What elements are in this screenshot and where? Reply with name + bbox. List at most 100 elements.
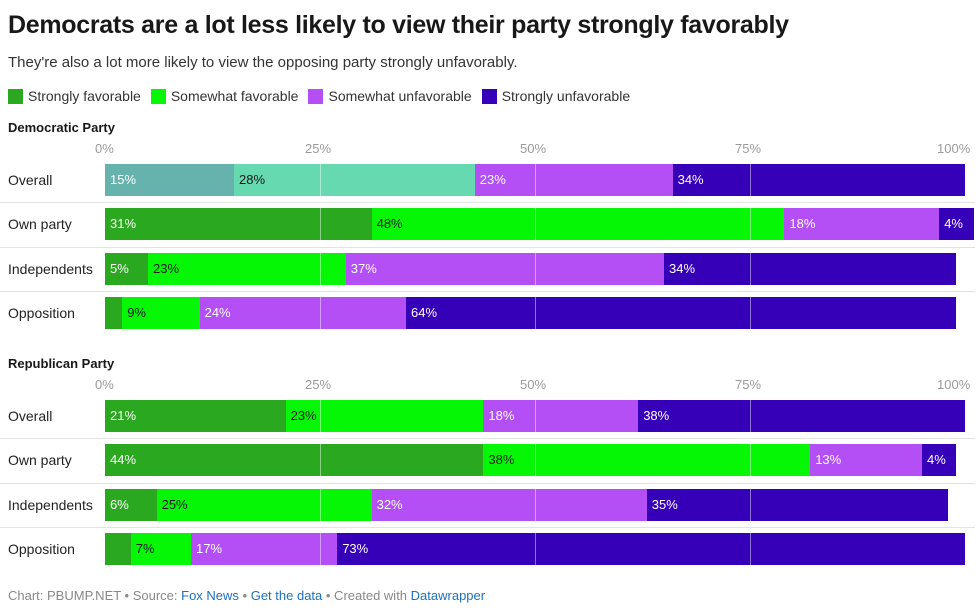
- bar-segment-somewhat-favorable: [156, 488, 372, 521]
- democratic-party-panel-title: Democratic Party: [8, 120, 115, 135]
- footer-created-with: • Created with: [322, 588, 411, 603]
- legend-label-strongly-favorable: Strongly favorable: [28, 88, 141, 104]
- bar-segment-somewhat-favorable: [130, 532, 191, 565]
- bar-segment-somewhat-unfavorable: [345, 252, 664, 285]
- democratic-party-bar-independents: 5% 23% 37% 34%: [105, 252, 975, 285]
- legend-swatch-strongly-favorable: [8, 88, 23, 104]
- gridline: [320, 400, 321, 432]
- gridline: [320, 296, 321, 329]
- democratic-party-tick-label: 25%: [305, 141, 332, 156]
- legend-item-strongly-favorable: Strongly favorable: [8, 88, 141, 104]
- legend-swatch-somewhat-unfavorable: [308, 88, 324, 104]
- bar-segment-strongly-favorable: [105, 488, 157, 521]
- gridline: [750, 444, 751, 477]
- gridline: [535, 164, 536, 196]
- legend: Strongly favorable Somewhat favorable So…: [8, 88, 640, 104]
- bar-segment-strongly-favorable: [105, 296, 123, 329]
- gridline: [750, 532, 751, 565]
- bar-segment-strongly-favorable: [105, 252, 148, 285]
- bar-segment-somewhat-unfavorable: [371, 488, 647, 521]
- chart-subtitle: They're also a lot more likely to view t…: [8, 54, 518, 71]
- republican-party-bar-own-party: 44% 38% 13% 4%: [105, 444, 975, 477]
- footer-credit: Chart: PBUMP.NET • Source:: [8, 588, 182, 603]
- gridline: [750, 296, 751, 329]
- gridline: [750, 488, 751, 521]
- democratic-party-bar-own-party: 31% 48% 18% 4%: [105, 208, 975, 241]
- legend-item-somewhat-unfavorable: Somewhat unfavorable: [308, 88, 472, 104]
- democratic-party-tick-label: 75%: [735, 141, 762, 156]
- chart-footer: Chart: PBUMP.NET • Source: Fox News • Ge…: [8, 588, 485, 603]
- bar-segment-strongly-favorable: [105, 208, 372, 241]
- bar-segment-somewhat-favorable: [234, 164, 475, 196]
- republican-party-bar-opposition: 7% 17% 73%: [105, 532, 975, 565]
- republican-party-row-label-overall: Overall: [8, 408, 53, 424]
- republican-party-bar-independents: 6% 25% 32% 35%: [105, 488, 975, 521]
- legend-swatch-somewhat-favorable: [150, 88, 166, 104]
- bar-segment-strongly-unfavorable: [939, 208, 974, 241]
- legend-item-strongly-unfavorable: Strongly unfavorable: [481, 88, 631, 104]
- bar-segment-strongly-favorable: [105, 532, 131, 565]
- gridline: [320, 532, 321, 565]
- bar-segment-somewhat-unfavorable: [784, 208, 940, 241]
- row-separator: [0, 290, 975, 292]
- bar-segment-somewhat-unfavorable: [483, 400, 639, 432]
- bar-segment-somewhat-unfavorable: [191, 532, 338, 565]
- bar-segment-somewhat-favorable: [122, 296, 200, 329]
- democratic-party-row-label-opposition: Opposition: [8, 304, 75, 321]
- democratic-party-tick-label: 0%: [95, 141, 114, 156]
- footer-separator: •: [238, 588, 251, 603]
- gridline: [320, 164, 321, 196]
- republican-party-bar-overall: 21% 23% 18% 38%: [105, 400, 975, 432]
- democratic-party-tick-label: 100%: [937, 141, 971, 156]
- row-separator: [0, 526, 975, 528]
- gridline: [535, 488, 536, 521]
- democratic-party-bar-opposition: 9% 24% 64%: [105, 296, 975, 329]
- get-the-data-link[interactable]: Get the data: [250, 588, 323, 603]
- bar-segment-strongly-unfavorable: [646, 488, 948, 521]
- gridline: [320, 444, 321, 477]
- legend-label-strongly-unfavorable: Strongly unfavorable: [501, 88, 631, 104]
- bar-segment-somewhat-favorable: [371, 208, 785, 241]
- gridline: [320, 208, 321, 241]
- democratic-party-bar-overall: 15% 28% 23% 34%: [105, 164, 975, 196]
- gridline: [750, 400, 751, 432]
- gridline: [750, 252, 751, 285]
- gridline: [535, 208, 536, 241]
- bar-segment-strongly-unfavorable: [406, 296, 957, 329]
- republican-party-tick-label: 75%: [735, 377, 762, 392]
- bar-segment-strongly-unfavorable: [664, 252, 957, 285]
- source-link[interactable]: Fox News: [181, 588, 239, 603]
- row-separator: [0, 202, 975, 204]
- bar-segment-somewhat-unfavorable: [474, 164, 673, 196]
- row-separator: [0, 482, 975, 484]
- republican-party-row-label-independents: Independents: [8, 496, 93, 513]
- democratic-party-row-label-overall: Overall: [8, 172, 53, 188]
- gridline: [535, 252, 536, 285]
- row-separator: [0, 246, 975, 248]
- bar-segment-somewhat-unfavorable: [810, 444, 922, 477]
- gridline: [750, 164, 751, 196]
- legend-swatch-strongly-unfavorable: [481, 88, 497, 104]
- gridline: [320, 488, 321, 521]
- legend-label-somewhat-unfavorable: Somewhat unfavorable: [328, 88, 472, 104]
- gridline: [750, 208, 751, 241]
- democratic-party-tick-label: 50%: [520, 141, 547, 156]
- bar-segment-somewhat-unfavorable: [199, 296, 406, 329]
- bar-segment-somewhat-favorable: [483, 444, 811, 477]
- datawrapper-link[interactable]: Datawrapper: [410, 588, 486, 603]
- gridline: [535, 532, 536, 565]
- bar-segment-strongly-favorable: [105, 164, 234, 196]
- bar-segment-somewhat-favorable: [148, 252, 346, 285]
- republican-party-tick-label: 100%: [937, 377, 971, 392]
- bar-segment-strongly-favorable: [105, 400, 286, 432]
- gridline: [535, 444, 536, 477]
- bar-segment-strongly-unfavorable: [672, 164, 965, 196]
- republican-party-tick-label: 0%: [95, 377, 114, 392]
- legend-label-somewhat-favorable: Somewhat favorable: [170, 88, 299, 104]
- bar-segment-strongly-unfavorable: [337, 532, 965, 565]
- gridline: [320, 252, 321, 285]
- gridline: [535, 296, 536, 329]
- bar-segment-strongly-unfavorable: [638, 400, 965, 432]
- bar-segment-somewhat-favorable: [285, 400, 484, 432]
- republican-party-panel-title: Republican Party: [8, 356, 115, 371]
